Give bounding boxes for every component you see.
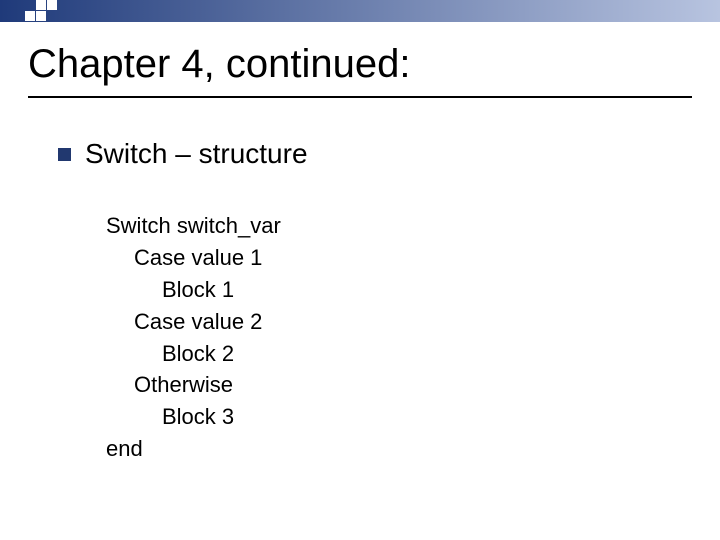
code-line: Case value 1 xyxy=(106,242,281,274)
decor-square xyxy=(25,11,35,21)
decor-square xyxy=(36,11,46,21)
top-decoration xyxy=(0,0,720,22)
code-line: Block 2 xyxy=(106,338,281,370)
code-line: Otherwise xyxy=(106,369,281,401)
code-line: end xyxy=(106,433,281,465)
code-line: Block 3 xyxy=(106,401,281,433)
title-underline xyxy=(28,96,692,98)
bullet-item: Switch – structure xyxy=(58,138,308,170)
bullet-marker xyxy=(58,148,71,161)
slide-title: Chapter 4, continued: xyxy=(28,42,410,87)
code-line: Switch switch_var xyxy=(106,210,281,242)
decor-square xyxy=(36,0,46,10)
decor-square xyxy=(47,0,57,10)
code-line: Case value 2 xyxy=(106,306,281,338)
code-line: Block 1 xyxy=(106,274,281,306)
bullet-text: Switch – structure xyxy=(85,138,308,170)
code-block: Switch switch_varCase value 1Block 1Case… xyxy=(106,210,281,465)
